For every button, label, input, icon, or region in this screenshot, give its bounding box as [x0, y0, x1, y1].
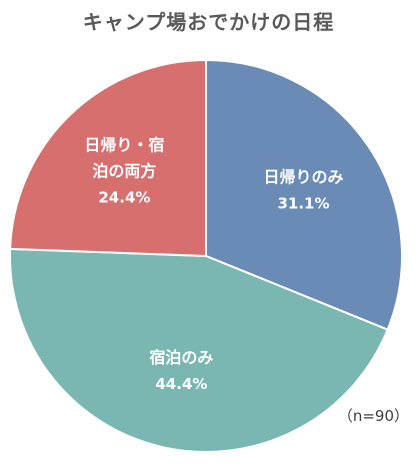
sample-size-note: （n=90）: [337, 407, 409, 425]
pie-slice-overnight-only: [9, 247, 389, 454]
slice-value-day-trip-only: 31.1%: [277, 194, 329, 212]
pie-slice-day-trip-only: [205, 58, 403, 331]
slice-label-both-line-1: 日帰り・宿: [84, 135, 164, 154]
slice-value-overnight-only: 44.4%: [155, 375, 207, 393]
pie-slice-both: [9, 58, 207, 258]
slice-label-day-trip-only: 日帰りのみ: [263, 167, 343, 186]
chart-title: キャンプ場おでかけの日程: [82, 10, 335, 34]
slice-label-overnight-only: 宿泊のみ: [149, 348, 213, 367]
slice-value-both: 24.4%: [98, 188, 150, 206]
slice-label-both-line-2: 泊の両方: [92, 161, 156, 180]
